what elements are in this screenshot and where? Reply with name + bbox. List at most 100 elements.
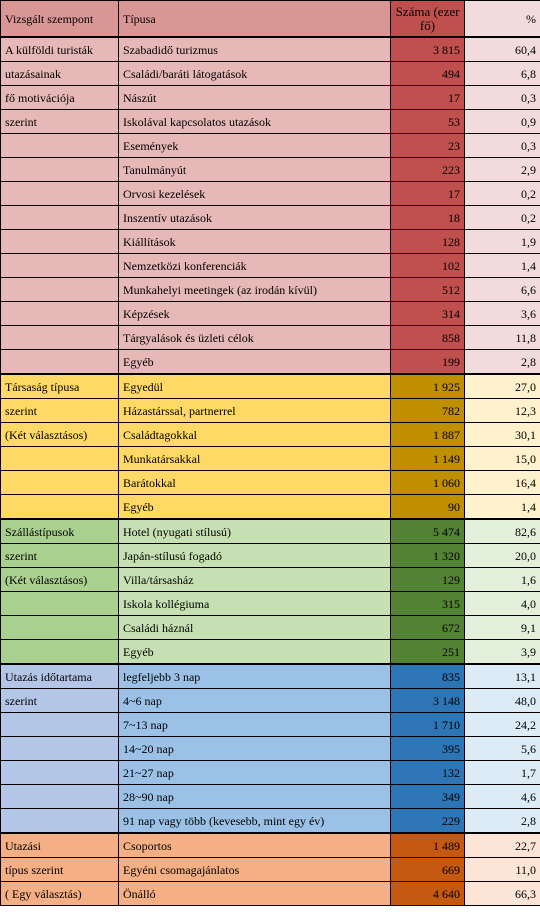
count-cell: 672 bbox=[390, 615, 465, 640]
count-cell: 858 bbox=[390, 325, 465, 350]
criterion-cell: Társaság típusa bbox=[0, 373, 119, 399]
table-row: Szállástípusok Hotel (nyugati stílusú) 5 4… bbox=[0, 518, 540, 544]
criterion-cell: szerint bbox=[0, 109, 119, 134]
count-cell: 18 bbox=[390, 205, 465, 230]
type-cell: Egyéb bbox=[118, 639, 391, 665]
pct-cell: 1,4 bbox=[464, 253, 540, 278]
type-cell: Inszentív utazások bbox=[118, 205, 391, 230]
pct-cell: 9,1 bbox=[464, 615, 540, 640]
type-cell: 14~20 nap bbox=[118, 736, 391, 761]
count-cell: 1 489 bbox=[390, 832, 465, 858]
header-row: Vizsgált szempont Típusa Száma (ezer fő)… bbox=[0, 0, 540, 38]
pct-cell: 1,7 bbox=[464, 760, 540, 785]
table-row: utazásainak Családi/baráti látogatások 494… bbox=[0, 61, 540, 86]
criterion-cell: utazásainak bbox=[0, 61, 119, 86]
table-row: szerint Japán-stílusú fogadó 1 320 20,0 bbox=[0, 543, 540, 568]
pct-cell: 6,8 bbox=[464, 61, 540, 86]
type-cell: Egyedül bbox=[118, 373, 391, 399]
table-row: Utazási Csoportos 1 489 22,7 bbox=[0, 832, 540, 858]
type-cell: Házastárssal, partnerrel bbox=[118, 398, 391, 423]
criterion-cell: típus szerint bbox=[0, 857, 119, 882]
table-row: Barátokkal 1 060 16,4 bbox=[0, 470, 540, 495]
table-row: Családi háznál 672 9,1 bbox=[0, 615, 540, 640]
type-cell: Képzések bbox=[118, 301, 391, 326]
type-cell: Családi háznál bbox=[118, 615, 391, 640]
type-cell: Iskola kollégiuma bbox=[118, 591, 391, 616]
type-cell: Nászút bbox=[118, 85, 391, 110]
count-cell: 223 bbox=[390, 157, 465, 182]
table-row: Társaság típusa Egyedül 1 925 27,0 bbox=[0, 373, 540, 399]
type-cell: Tárgyalások és üzleti célok bbox=[118, 325, 391, 350]
count-cell: 129 bbox=[390, 567, 465, 592]
table-row: Inszentív utazások 18 0,2 bbox=[0, 205, 540, 230]
count-cell: 314 bbox=[390, 301, 465, 326]
type-cell: Események bbox=[118, 133, 391, 158]
type-cell: Iskolával kapcsolatos utazások bbox=[118, 109, 391, 134]
table-row: (Két választásos) Családtagokkal 1 887 30,1 bbox=[0, 422, 540, 447]
count-cell: 53 bbox=[390, 109, 465, 134]
pct-cell: 0,3 bbox=[464, 85, 540, 110]
pct-cell: 12,3 bbox=[464, 398, 540, 423]
count-cell: 1 710 bbox=[390, 712, 465, 737]
table-row: szerint 4~6 nap 3 148 48,0 bbox=[0, 688, 540, 713]
criterion-cell bbox=[0, 253, 119, 278]
count-cell: 229 bbox=[390, 808, 465, 834]
criterion-cell bbox=[0, 784, 119, 809]
criterion-cell bbox=[0, 205, 119, 230]
pct-cell: 11,8 bbox=[464, 325, 540, 350]
type-cell: Kiállítások bbox=[118, 229, 391, 254]
pct-cell: 2,8 bbox=[464, 349, 540, 375]
criterion-cell: (Két választásos) bbox=[0, 567, 119, 592]
count-cell: 132 bbox=[390, 760, 465, 785]
table-row: Tárgyalások és üzleti célok 858 11,8 bbox=[0, 325, 540, 350]
pct-cell: 20,0 bbox=[464, 543, 540, 568]
pct-cell: 16,4 bbox=[464, 470, 540, 495]
table-row: Utazás időtartama legfeljebb 3 nap 835 13,1 bbox=[0, 663, 540, 689]
criterion-cell: A külföldi turisták bbox=[0, 36, 119, 62]
count-cell: 1 060 bbox=[390, 470, 465, 495]
type-cell: 91 nap vagy több (kevesebb, mint egy év) bbox=[118, 808, 391, 834]
type-cell: legfeljebb 3 nap bbox=[118, 663, 391, 689]
criterion-cell bbox=[0, 325, 119, 350]
pct-cell: 2,9 bbox=[464, 157, 540, 182]
pct-cell: 15,0 bbox=[464, 446, 540, 471]
count-cell: 128 bbox=[390, 229, 465, 254]
type-cell: Tanulmányút bbox=[118, 157, 391, 182]
header-count: Száma (ezer fő) bbox=[390, 0, 465, 38]
criterion-cell bbox=[0, 470, 119, 495]
count-cell: 17 bbox=[390, 181, 465, 206]
table-row: Egyéb 90 1,4 bbox=[0, 494, 540, 520]
header-criterion: Vizsgált szempont bbox=[0, 0, 119, 38]
type-cell: Munkahelyi meetingek (az irodán kívül) bbox=[118, 277, 391, 302]
criterion-cell bbox=[0, 349, 119, 375]
criterion-cell: szerint bbox=[0, 543, 119, 568]
count-cell: 3 815 bbox=[390, 36, 465, 62]
type-cell: 21~27 nap bbox=[118, 760, 391, 785]
criterion-cell: Utazás időtartama bbox=[0, 663, 119, 689]
criterion-cell bbox=[0, 591, 119, 616]
count-cell: 17 bbox=[390, 85, 465, 110]
criterion-cell: (Két választásos) bbox=[0, 422, 119, 447]
pct-cell: 0,3 bbox=[464, 133, 540, 158]
count-cell: 835 bbox=[390, 663, 465, 689]
header-type: Típusa bbox=[118, 0, 391, 38]
pct-cell: 5,6 bbox=[464, 736, 540, 761]
pct-cell: 6,6 bbox=[464, 277, 540, 302]
criterion-cell bbox=[0, 760, 119, 785]
pct-cell: 24,2 bbox=[464, 712, 540, 737]
criterion-cell bbox=[0, 157, 119, 182]
count-cell: 1 887 bbox=[390, 422, 465, 447]
pct-cell: 0,2 bbox=[464, 181, 540, 206]
table-row: szerint Házastárssal, partnerrel 782 12,3 bbox=[0, 398, 540, 423]
pct-cell: 82,6 bbox=[464, 518, 540, 544]
table-row: fő motivációja Nászút 17 0,3 bbox=[0, 85, 540, 110]
criterion-cell bbox=[0, 133, 119, 158]
criterion-cell bbox=[0, 301, 119, 326]
type-cell: Nemzetközi konferenciák bbox=[118, 253, 391, 278]
criterion-cell bbox=[0, 736, 119, 761]
criterion-cell bbox=[0, 446, 119, 471]
table-row: Egyéb 199 2,8 bbox=[0, 349, 540, 375]
pct-cell: 13,1 bbox=[464, 663, 540, 689]
criterion-cell bbox=[0, 229, 119, 254]
